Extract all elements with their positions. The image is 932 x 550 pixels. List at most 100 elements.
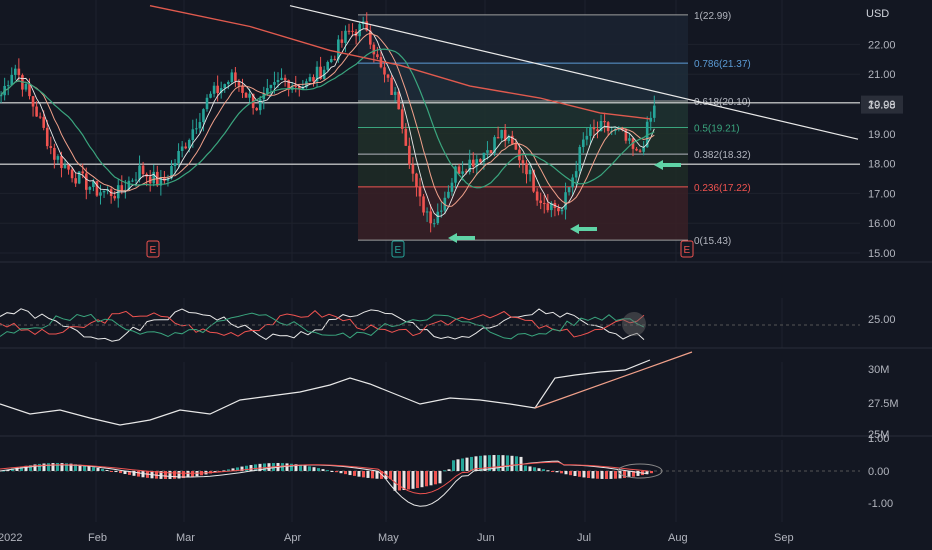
fib-level-label: 0.5(19.21) bbox=[694, 124, 740, 135]
candle-body bbox=[294, 85, 298, 87]
candle-body bbox=[38, 116, 42, 118]
candle-body bbox=[649, 117, 653, 122]
candle-body bbox=[269, 84, 273, 89]
candle-body bbox=[120, 185, 124, 191]
macd-histogram-bar bbox=[105, 469, 109, 471]
candle-body bbox=[10, 74, 14, 86]
candle-body bbox=[567, 187, 571, 193]
candle-body bbox=[489, 150, 493, 154]
candle-body bbox=[205, 97, 209, 110]
candle-body bbox=[67, 164, 70, 170]
price-tick-label: 18.00 bbox=[868, 159, 896, 171]
macd-histogram-bar bbox=[438, 471, 442, 484]
macd-signal-line bbox=[0, 461, 649, 495]
macd-histogram-bar bbox=[407, 471, 410, 490]
macd-histogram-bar bbox=[524, 465, 527, 471]
pane-separator bbox=[0, 436, 932, 440]
candle-body bbox=[81, 171, 85, 174]
candle-body bbox=[525, 163, 528, 175]
macd-histogram-bar bbox=[533, 467, 536, 471]
volume-line-pane bbox=[0, 351, 693, 426]
candle-body bbox=[422, 196, 425, 213]
candle-body bbox=[542, 203, 546, 205]
candle-body bbox=[329, 59, 333, 63]
candle-body bbox=[283, 77, 287, 81]
macd-histogram-bar bbox=[506, 455, 509, 471]
macd-histogram-bar bbox=[618, 471, 622, 479]
candle-body bbox=[173, 163, 177, 167]
candle-body bbox=[234, 72, 237, 82]
earnings-marker-label: E bbox=[684, 245, 691, 256]
macd-histogram-bar bbox=[330, 471, 334, 472]
time-tick-label: Aug bbox=[668, 532, 688, 544]
candle-body bbox=[358, 24, 361, 37]
macd-histogram-bar bbox=[254, 464, 257, 471]
candle-body bbox=[280, 77, 283, 81]
candle-body bbox=[202, 109, 205, 123]
macd-histogram-bar bbox=[168, 471, 172, 479]
candle-body bbox=[368, 30, 372, 45]
macd-histogram-bar bbox=[69, 463, 73, 471]
candle-body bbox=[496, 137, 500, 139]
candle-body bbox=[425, 211, 429, 213]
candle-body bbox=[390, 77, 393, 95]
macd-histogram-bar bbox=[564, 471, 568, 475]
macd-histogram-bar bbox=[123, 471, 127, 475]
candle-body bbox=[297, 86, 301, 90]
price-tick-label: 17.00 bbox=[868, 188, 896, 200]
macd-histogram-bar bbox=[231, 468, 235, 471]
volume-tick-label: 30M bbox=[868, 364, 889, 376]
macd-histogram-bar bbox=[393, 471, 397, 491]
candle-body bbox=[471, 159, 475, 167]
candle-body bbox=[319, 66, 322, 79]
candle-body bbox=[585, 135, 589, 140]
candle-body bbox=[195, 128, 198, 130]
candle-body bbox=[0, 95, 3, 97]
ma-long-line bbox=[149, 5, 651, 120]
arrow-annotation bbox=[654, 160, 681, 170]
candle-body bbox=[28, 83, 31, 97]
candle-body bbox=[578, 147, 582, 172]
trend-drawings[interactable]: 19.98 bbox=[289, 5, 903, 243]
candle-body bbox=[468, 159, 471, 172]
candle-body bbox=[276, 80, 280, 83]
macd-histogram-bar bbox=[101, 468, 104, 471]
macd-histogram-bar bbox=[11, 468, 14, 471]
candle-body bbox=[308, 77, 312, 82]
time-tick-label: Mar bbox=[176, 532, 195, 544]
candle-body bbox=[251, 93, 255, 109]
macd-histogram-bar bbox=[528, 466, 532, 471]
candle-body bbox=[77, 171, 81, 184]
ma-green-line bbox=[0, 48, 655, 189]
last-price-label: 19.98 bbox=[868, 100, 896, 112]
macd-histogram-bar bbox=[182, 471, 185, 479]
candle-body bbox=[266, 88, 269, 94]
candle-body bbox=[397, 91, 400, 110]
macd-histogram-bar bbox=[348, 471, 352, 476]
candle-body bbox=[418, 186, 422, 197]
candle-body bbox=[209, 93, 212, 98]
macd-histogram-bar bbox=[60, 463, 64, 471]
arrow-annotation bbox=[448, 233, 475, 243]
arrow-annotation bbox=[570, 224, 597, 234]
candle-body bbox=[514, 143, 518, 150]
candle-body bbox=[386, 74, 390, 78]
candle-body bbox=[475, 159, 479, 167]
candle-body bbox=[35, 106, 38, 117]
macd-histogram-bar bbox=[137, 471, 140, 477]
macd-histogram-bar bbox=[321, 469, 325, 471]
macd-histogram-bar bbox=[461, 458, 464, 471]
candle-body bbox=[439, 210, 443, 212]
macd-histogram-bar bbox=[87, 466, 91, 471]
candle-body bbox=[404, 128, 408, 146]
candle-body bbox=[134, 179, 138, 181]
candle-body bbox=[63, 164, 67, 169]
candle-body bbox=[408, 145, 411, 165]
candle-body bbox=[53, 147, 56, 160]
macd-histogram-bar bbox=[213, 471, 217, 473]
candle-body bbox=[31, 96, 35, 107]
macd-histogram-bar bbox=[434, 471, 437, 485]
candle-body bbox=[13, 68, 17, 75]
